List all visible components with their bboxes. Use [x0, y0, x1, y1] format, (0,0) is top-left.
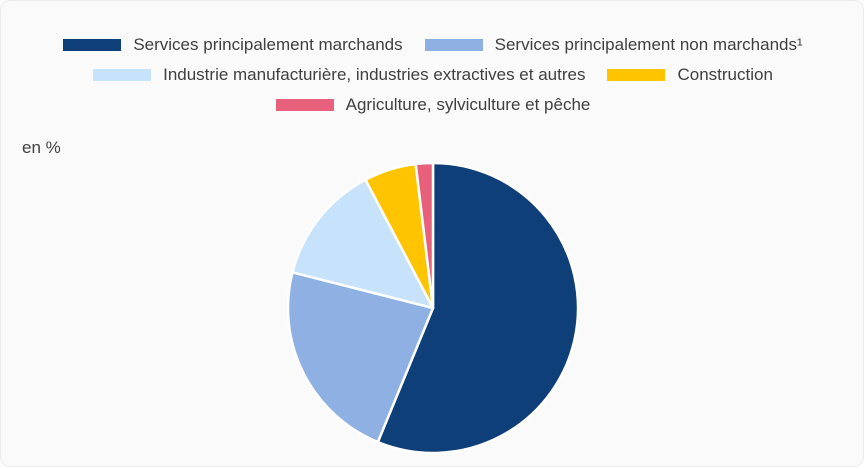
legend-swatch — [93, 69, 152, 81]
legend-label: Services principalement marchands — [133, 35, 403, 54]
legend-row: Services principalement marchands Servic… — [0, 30, 866, 60]
legend-label: Industrie manufacturière, industries ext… — [163, 65, 586, 84]
legend-item-services-non-marchands: Services principalement non marchands¹ — [424, 35, 803, 55]
pie-slice-2 — [291, 178, 435, 310]
legend-row: Industrie manufacturière, industries ext… — [0, 60, 866, 90]
legend-label: Agriculture, sylviculture et pêche — [345, 95, 591, 114]
legend-item-industrie: Industrie manufacturière, industries ext… — [93, 65, 585, 85]
legend-swatch — [607, 69, 666, 81]
legend-swatch — [63, 39, 122, 51]
pie-slice-4 — [414, 161, 435, 310]
legend-item-construction: Construction — [607, 65, 773, 85]
legend-item-agriculture: Agriculture, sylviculture et pêche — [275, 95, 591, 115]
legend-label: Construction — [677, 65, 773, 84]
legend-label: Services principalement non marchands¹ — [494, 35, 803, 54]
legend-swatch — [424, 39, 483, 51]
legend-swatch — [275, 99, 334, 111]
legend-row: Agriculture, sylviculture et pêche — [0, 90, 866, 120]
unit-label: en % — [22, 138, 61, 157]
chart-legend: Services principalement marchands Servic… — [0, 30, 866, 120]
pie-slice-0 — [376, 161, 580, 455]
legend-item-services-marchands: Services principalement marchands — [63, 35, 403, 55]
pie-slice-1 — [286, 271, 435, 444]
